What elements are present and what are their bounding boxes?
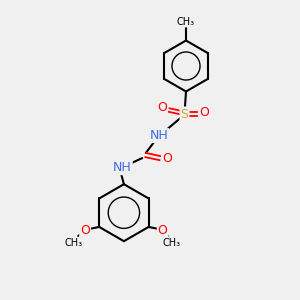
Text: NH: NH xyxy=(113,161,132,174)
Text: O: O xyxy=(158,224,168,237)
Text: CH₃: CH₃ xyxy=(177,16,195,27)
Text: NH: NH xyxy=(150,129,168,142)
Text: CH₃: CH₃ xyxy=(163,238,181,248)
Text: O: O xyxy=(80,224,90,237)
Text: O: O xyxy=(157,100,167,114)
Text: O: O xyxy=(199,106,209,119)
Text: O: O xyxy=(162,152,172,165)
Text: CH₃: CH₃ xyxy=(65,238,83,248)
Text: S: S xyxy=(181,107,188,121)
